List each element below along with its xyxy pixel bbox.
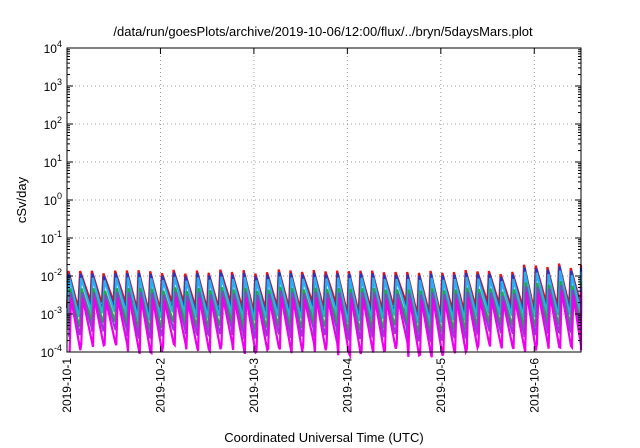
y-axis-label: cSv/day <box>14 176 29 223</box>
x-tick-label: 2019-10-3 <box>247 358 261 413</box>
x-tick-label: 2019-10-2 <box>153 358 167 413</box>
series-group <box>65 263 583 360</box>
y-tick-label: 100 <box>44 191 62 208</box>
chart-title: /data/run/goesPlots/archive/2019-10-06/1… <box>113 24 533 39</box>
y-tick-label: 101 <box>44 153 62 170</box>
x-tick-label: 2019-10-1 <box>60 358 74 413</box>
x-tick-label: 2019-10-6 <box>527 358 541 413</box>
series-line-6 <box>68 290 583 360</box>
x-axis-ticks: 2019-10-1 2019-10-2 2019-10-3 2019-10-4 2019… <box>60 48 541 413</box>
y-tick-label: 10-3 <box>41 305 62 322</box>
grid-lines <box>67 48 581 352</box>
y-tick-label: 10-4 <box>41 343 62 360</box>
y-axis-ticks: 10-4 10-3 10-2 10-1 100 101 102 103 104 <box>41 39 581 360</box>
y-tick-label: 102 <box>44 115 62 132</box>
y-tick-label: 10-2 <box>41 267 62 284</box>
x-tick-label: 2019-10-4 <box>340 358 354 413</box>
y-tick-label: 104 <box>44 39 62 56</box>
y-tick-label: 10-1 <box>41 229 62 246</box>
x-tick-label: 2019-10-5 <box>434 358 448 413</box>
x-axis-label: Coordinated Universal Time (UTC) <box>224 430 423 445</box>
y-tick-label: 103 <box>44 77 62 94</box>
